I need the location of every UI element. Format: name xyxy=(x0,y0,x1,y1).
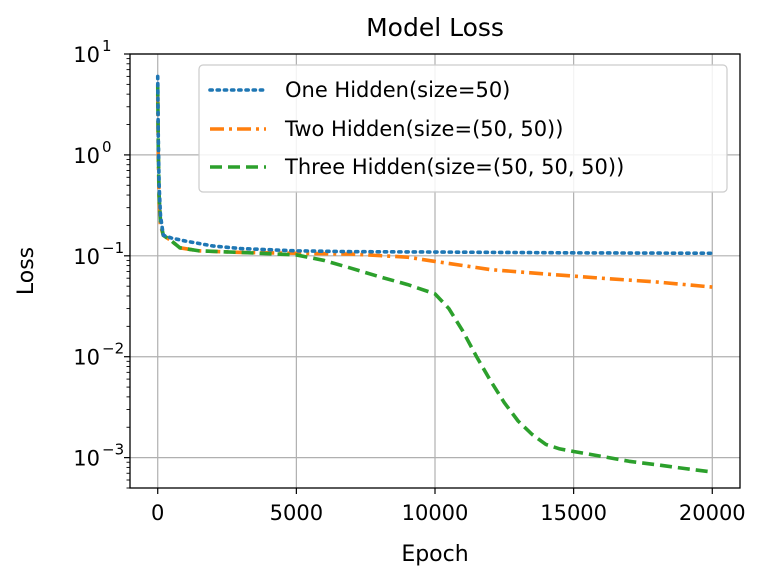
legend-label-one-hidden: One Hidden(size=50) xyxy=(285,78,510,102)
legend: One Hidden(size=50) Two Hidden(size=(50,… xyxy=(198,64,728,193)
x-axis-ticks: 0 5000 10000 15000 20000 xyxy=(151,488,746,525)
x-tick-label: 5000 xyxy=(270,501,323,525)
y-tick-exponent: 1 xyxy=(102,37,112,55)
y-tick-label: 10 xyxy=(73,43,100,67)
x-tick-label: 20000 xyxy=(679,501,746,525)
plot-series xyxy=(155,74,715,474)
y-tick-label: 10 xyxy=(73,346,100,370)
x-tick-label: 15000 xyxy=(540,501,607,525)
y-axis-label: Loss xyxy=(14,247,39,295)
x-axis-label: Epoch xyxy=(401,542,468,567)
y-tick-exponent: −2 xyxy=(102,340,124,358)
series-line-0 xyxy=(155,74,715,256)
legend-label-three-hidden: Three Hidden(size=(50, 50, 50)) xyxy=(284,155,624,179)
y-tick-exponent: 0 xyxy=(102,138,112,156)
legend-label-two-hidden: Two Hidden(size=(50, 50)) xyxy=(284,117,563,141)
series-line-2 xyxy=(155,84,713,474)
legend-box xyxy=(198,64,728,193)
x-tick-label: 10000 xyxy=(402,501,469,525)
y-tick-label: 10 xyxy=(73,447,100,471)
y-tick-label: 10 xyxy=(73,245,100,269)
y-tick-exponent: −1 xyxy=(102,239,124,257)
y-tick-exponent: −3 xyxy=(102,441,124,459)
y-tick-label: 10 xyxy=(73,144,100,168)
chart-title: Model Loss xyxy=(366,13,504,42)
x-tick-label: 0 xyxy=(151,501,164,525)
